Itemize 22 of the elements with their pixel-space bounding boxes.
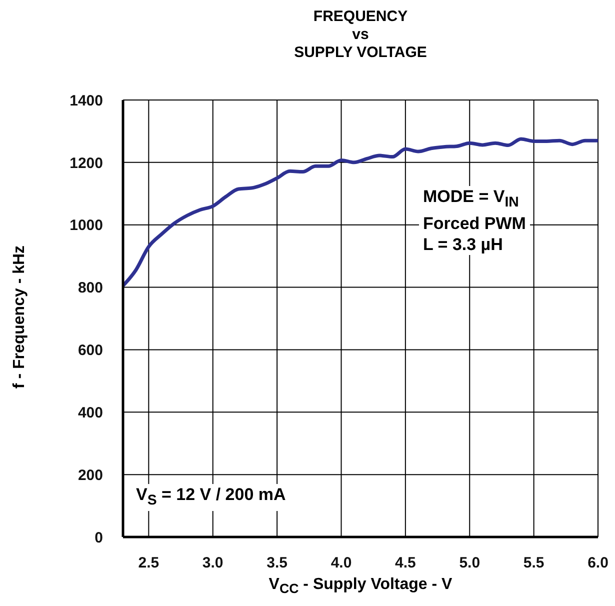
x-tick-label: 4.5 <box>395 554 416 572</box>
x-tick-label: 5.0 <box>459 554 480 572</box>
annotation: V$_{S}$ = 12 V / 200 mA <box>134 484 288 512</box>
x-tick-label: 3.0 <box>202 554 224 572</box>
y-tick-label: 600 <box>78 342 103 360</box>
y-tick-label: 1000 <box>70 217 103 234</box>
y-tick-label: 0 <box>94 529 103 546</box>
x-tick-label: 4.0 <box>330 554 352 572</box>
y-tick-label: 400 <box>78 404 103 422</box>
annotation: MODE = V$_{IN}$ Forced PWM L = 3.3 µH <box>419 186 530 256</box>
x-tick-label: 3.5 <box>266 554 288 572</box>
x-tick-label: 2.5 <box>138 554 160 572</box>
x-tick-label: 6.0 <box>588 554 608 572</box>
y-tick-label: 200 <box>78 466 103 484</box>
y-tick-label: 1200 <box>70 154 103 172</box>
y-axis-title: f - Frequency - kHz <box>11 244 29 391</box>
line-series <box>123 137 598 288</box>
y-tick-label: 1400 <box>70 92 103 110</box>
x-axis-title: V$_{CC}$ - Supply Voltage - V <box>268 576 454 596</box>
y-tick-label: 800 <box>78 280 103 297</box>
x-tick-label: 5.5 <box>523 554 544 572</box>
chart-title: FREQUENCY vs SUPPLY VOLTAGE <box>293 8 428 62</box>
